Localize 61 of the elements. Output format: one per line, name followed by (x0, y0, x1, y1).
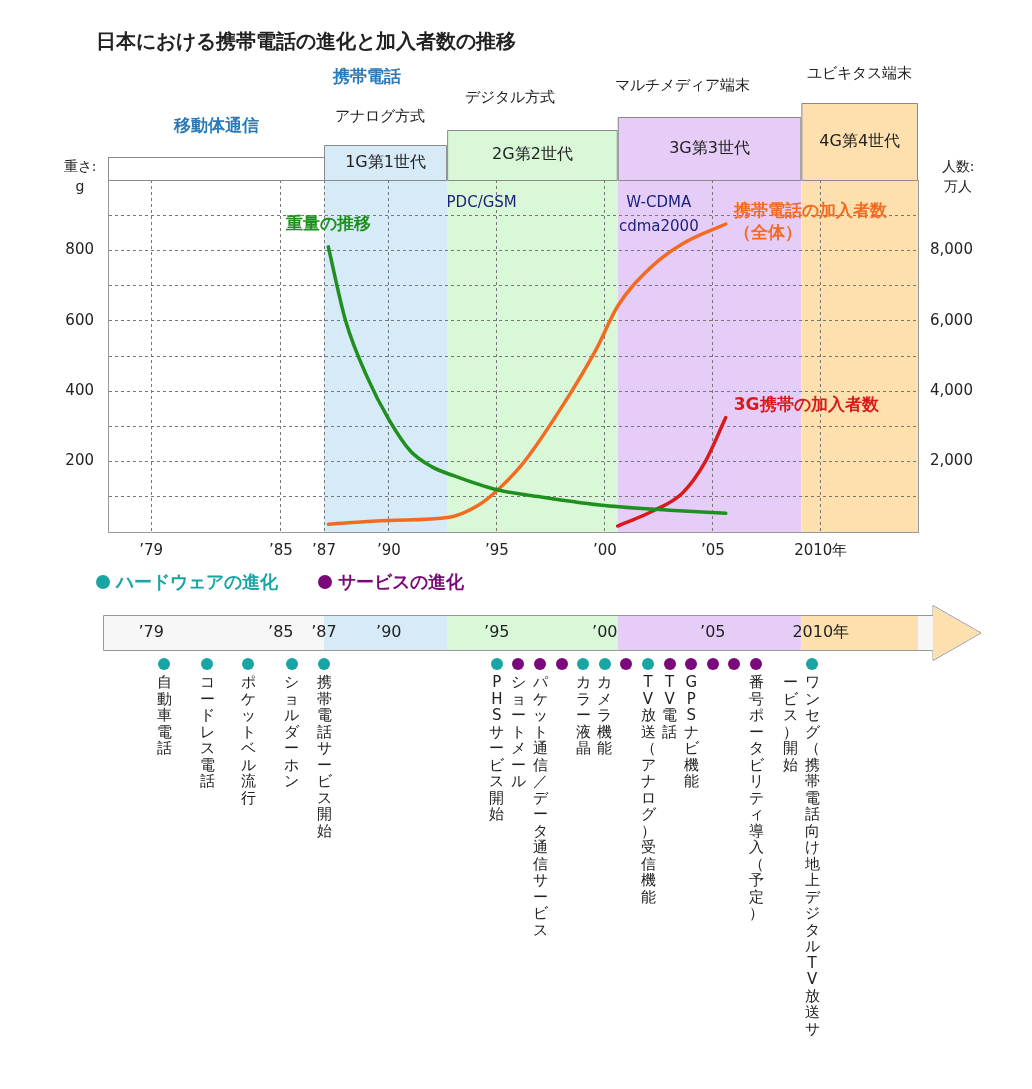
text: ユビキタス端末 (807, 63, 913, 82)
x-tick-label: ’95 (484, 540, 509, 559)
category-label: PHSサービス開始 (489, 673, 505, 823)
series-label: 3G携帯の加入者数 (733, 394, 880, 415)
category-label: TV放送（アナログ）受信機能 (640, 673, 656, 906)
band-label: 1G第1世代 (345, 151, 426, 171)
text: 携帯電話 (332, 66, 402, 87)
band-label: 4G第4世代 (819, 130, 901, 150)
x-tick-label: ’87 (312, 540, 336, 559)
y-tick-label: 800 (65, 240, 94, 259)
annotation: PDC/GSM (446, 192, 517, 211)
text: アナログ方式 (335, 106, 426, 125)
y-tick-label: 200 (65, 451, 94, 470)
category-label: 携帯電話サービス開始 (316, 673, 332, 840)
text: ’87 (311, 622, 337, 641)
x-tick-label: ’85 (268, 540, 293, 559)
category-label: コードレス電話 (199, 673, 215, 790)
y-axis-title: 重さ: g (63, 157, 97, 194)
text: 移動体通信 (172, 115, 259, 136)
category-label: パケット通信／データ通信サービス (532, 673, 548, 939)
text: 2010年 (791, 622, 851, 643)
x-tick-label: ’00 (592, 540, 617, 559)
category-label: 自動車電話 (156, 673, 172, 757)
category-label: ポケットベル流行 (240, 673, 256, 807)
chart-title: 日本における携帯電話の進化と加入者数の推移 (95, 28, 517, 55)
category-label: TV電話 (662, 673, 678, 741)
text: ’00 (591, 622, 619, 641)
y2-tick-label: 4,000 (930, 381, 973, 400)
category-label: カメラ機能 (597, 673, 613, 757)
y2-tick-label: 8,000 (930, 240, 973, 259)
category-label: カラー液晶 (575, 673, 591, 757)
category-label: GPSナビ機能 (683, 673, 699, 790)
x-tick-label: ’05 (700, 540, 725, 559)
y-tick-label: 600 (65, 310, 94, 329)
x-tick-label: ’90 (376, 540, 401, 559)
y2-axis-title: 人数: 万人 (941, 157, 975, 194)
series-label: 携帯電話の加入者数（全体） (732, 200, 888, 243)
text: ’85 (268, 622, 294, 641)
band-label: 3G第3世代 (669, 137, 750, 157)
series-label: 重量の推移 (284, 213, 371, 234)
text: ハードウェアの進化 (116, 570, 278, 594)
y2-tick-label: 6,000 (930, 310, 973, 329)
text: ’95 (483, 622, 511, 641)
text: ’90 (375, 622, 403, 641)
text: ’79 (137, 622, 165, 641)
annotation: cdma2000 (618, 216, 699, 235)
text: サービスの進化 (338, 570, 464, 594)
y-tick-label: 400 (65, 381, 94, 400)
text: マルチメディア端末 (615, 75, 751, 94)
text: ’05 (699, 622, 727, 641)
category-label: 番号ポータビリティ導入（予定） (748, 673, 764, 922)
x-tick-label: ’79 (139, 540, 164, 559)
y2-tick-label: 2,000 (930, 451, 973, 470)
x-tick-label: 2010年 (794, 540, 848, 559)
annotation: W-CDMA (626, 192, 692, 211)
band-label: 2G第2世代 (492, 144, 573, 164)
line-series (616, 415, 728, 528)
text: デジタル方式 (464, 87, 555, 106)
category-label: ショートメール (510, 673, 526, 790)
category-label: ワンセグ（携帯電話向け地上デジタルTV放送サービス）開始 (782, 673, 820, 1038)
category-label: ショルダーホン (284, 673, 300, 790)
